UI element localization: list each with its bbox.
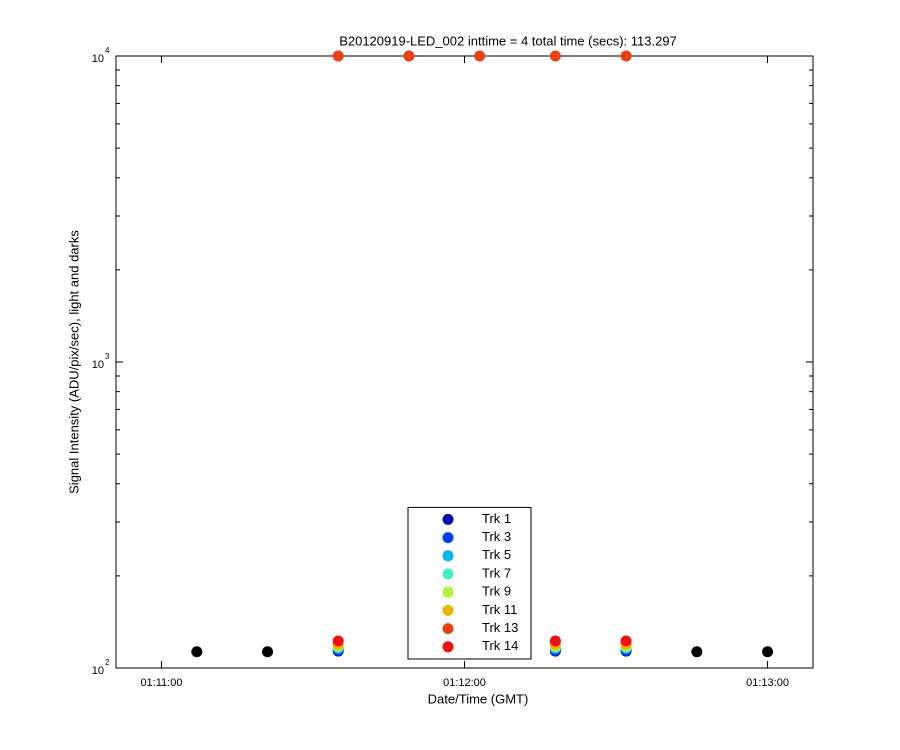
y-tick-label: 10 bbox=[92, 359, 104, 371]
legend-label: Trk 3 bbox=[482, 529, 511, 544]
legend-marker bbox=[442, 586, 454, 598]
legend-label: Trk 1 bbox=[482, 511, 511, 526]
point bbox=[549, 635, 561, 647]
point bbox=[474, 50, 486, 62]
point bbox=[403, 50, 415, 62]
legend-label: Trk 14 bbox=[482, 638, 518, 653]
x-tick-label: 01:13:00 bbox=[746, 677, 789, 689]
legend-label: Trk 5 bbox=[482, 547, 511, 562]
y-tick-label: 10 bbox=[92, 53, 104, 65]
legend-marker bbox=[442, 568, 454, 580]
legend-label: Trk 7 bbox=[482, 565, 511, 580]
point bbox=[620, 635, 632, 647]
legend-marker bbox=[442, 513, 454, 525]
legend-label: Trk 11 bbox=[482, 602, 517, 617]
y-tick-exponent: 2 bbox=[105, 658, 110, 667]
legend-label: Trk 9 bbox=[482, 584, 511, 599]
point bbox=[691, 646, 703, 658]
x-axis-label: Date/Time (GMT) bbox=[428, 691, 529, 706]
point bbox=[549, 50, 561, 62]
point bbox=[332, 635, 344, 647]
legend-box bbox=[407, 506, 532, 660]
legend-marker bbox=[442, 641, 454, 653]
point bbox=[191, 646, 203, 658]
legend-marker bbox=[442, 532, 454, 544]
y-tick-label: 10 bbox=[92, 665, 104, 677]
legend-label: Trk 13 bbox=[482, 620, 518, 635]
legend-marker bbox=[442, 550, 454, 562]
point bbox=[762, 646, 774, 658]
point bbox=[332, 50, 344, 62]
x-tick-label: 01:11:00 bbox=[140, 677, 182, 689]
legend-marker bbox=[442, 604, 454, 616]
legend-marker bbox=[442, 623, 454, 635]
x-tick-label: 01:12:00 bbox=[443, 677, 486, 689]
y-tick-exponent: 3 bbox=[105, 352, 110, 361]
chart-title: B20120919-LED_002 inttime = 4 total time… bbox=[339, 33, 677, 48]
y-tick-exponent: 4 bbox=[105, 46, 110, 55]
point bbox=[262, 646, 274, 658]
y-axis-label: Signal Intensity (ADU/pix/sec), light an… bbox=[66, 230, 81, 494]
point bbox=[620, 50, 632, 62]
